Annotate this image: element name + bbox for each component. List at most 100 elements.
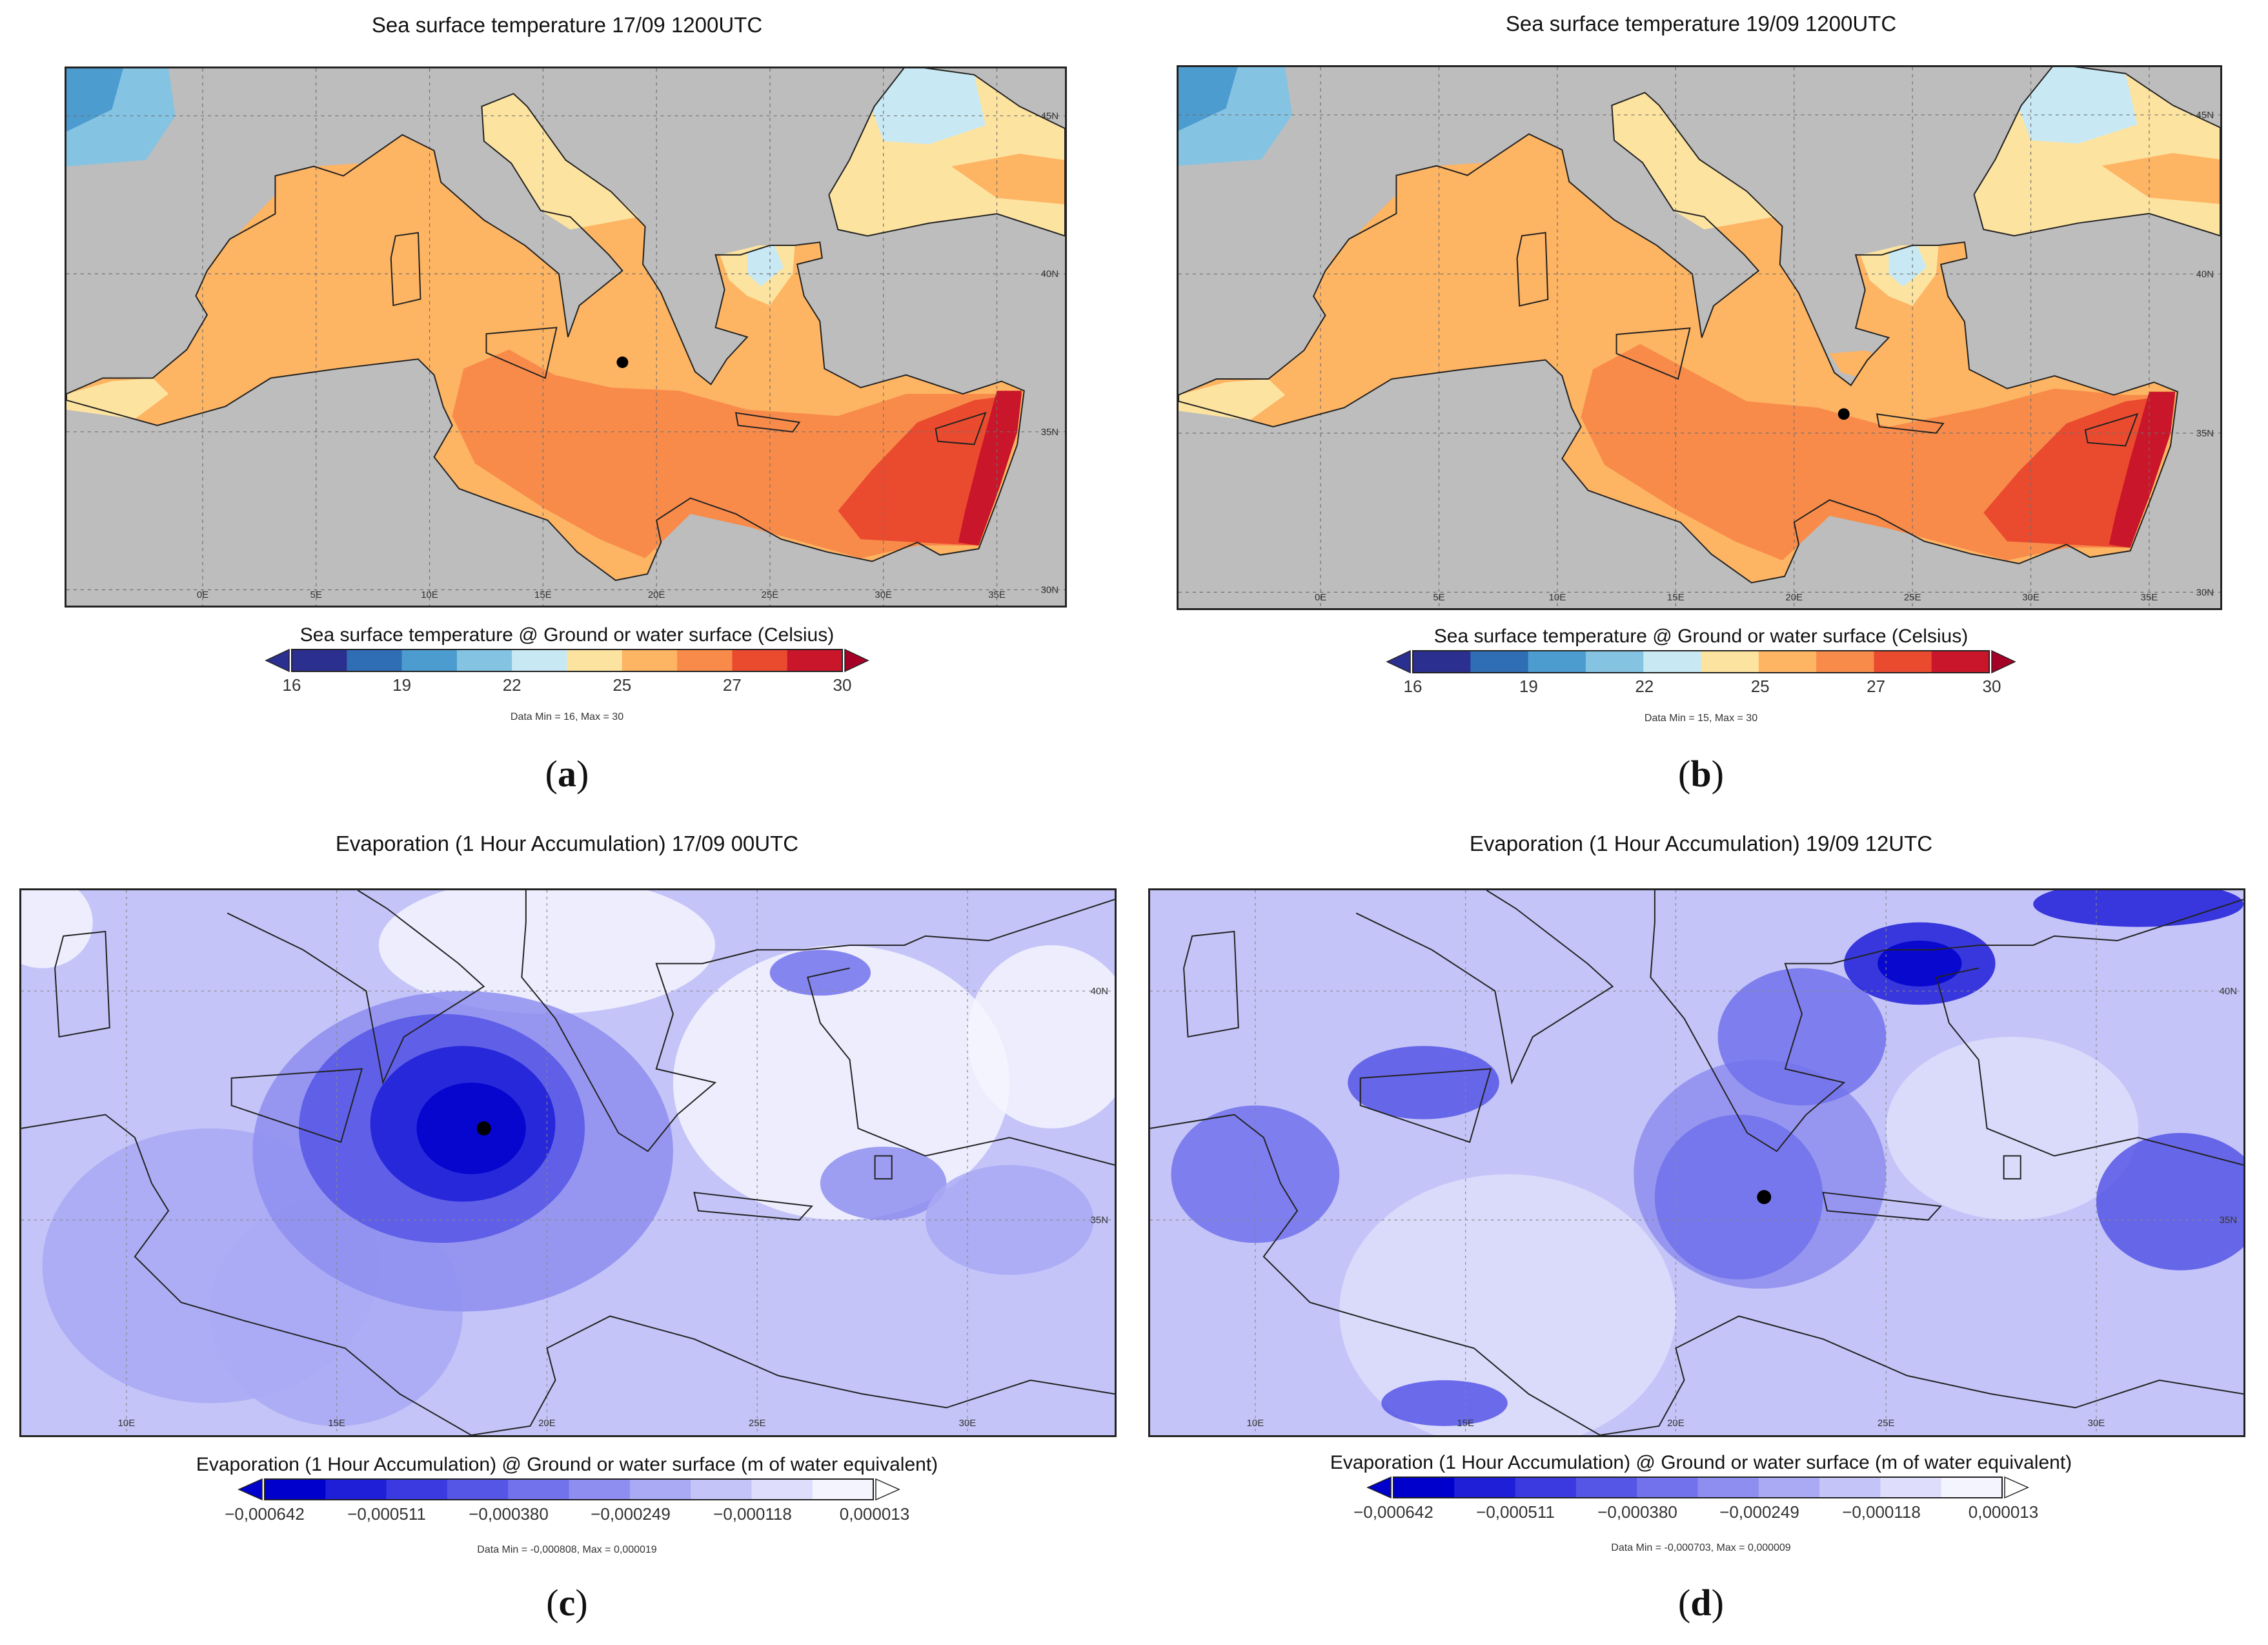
- colorbar-tick: 19: [1519, 677, 1538, 696]
- evaporation-map: 10E 15E 20E 25E 30E 40N 35N: [1148, 888, 2245, 1437]
- colorbar-tick: −0,000380: [1597, 1502, 1677, 1522]
- colorbar-tick: 0,000013: [839, 1504, 910, 1524]
- island-coast: [935, 411, 987, 445]
- sst-map-canvas: 0E 5E 10E 15E 20E 25E 30E 35E 45N 40N 35N 30N: [1179, 67, 2220, 608]
- colorbar-frame: [1412, 650, 1990, 673]
- evaporation-contour: [1348, 1046, 1499, 1119]
- coastline: [21, 1114, 1115, 1435]
- colorbar-tick: 30: [833, 675, 852, 695]
- colorbar-segment: [1874, 651, 1932, 673]
- longitude-label: 25E: [1904, 593, 1921, 603]
- panel-label: (b): [1678, 753, 1724, 795]
- island-coast: [734, 412, 801, 433]
- data-min-max: Data Min = -0,000808, Max = 0,000019: [477, 1544, 657, 1555]
- map-title: Sea surface temperature 17/09 1200UTC: [371, 13, 763, 37]
- colorbar-max-arrow: [2004, 1476, 2029, 1499]
- latitude-label: 40N: [1041, 269, 1058, 280]
- evaporation-contour: [1381, 1380, 1508, 1426]
- map-title: Sea surface temperature 19/09 1200UTC: [1505, 12, 1897, 36]
- panel-label: (c): [546, 1582, 588, 1624]
- graticule: [66, 68, 1065, 606]
- black-sea-north: [872, 68, 986, 145]
- evaporation-contour: [2096, 1132, 2243, 1271]
- colorbar-segment: [292, 649, 347, 671]
- longitude-label: 10E: [421, 590, 438, 600]
- evaporation-contour: [1339, 1174, 1676, 1435]
- longitude-label: 20E: [648, 590, 665, 600]
- colorbar-segment: [691, 1479, 752, 1500]
- colorbar-min-arrow: [1366, 1476, 1392, 1499]
- longitude-label: 35E: [988, 590, 1006, 600]
- longitude-label: 5E: [1433, 593, 1444, 603]
- colorbar-max-arrow: [875, 1478, 900, 1501]
- longitude-label: 0E: [197, 590, 208, 600]
- colorbar-segment: [677, 649, 733, 671]
- colorbar-frame: [291, 649, 843, 672]
- north-aegean-cool: [1888, 245, 1927, 287]
- colorbar-max-arrow: [844, 648, 869, 673]
- colorbar-segment: [732, 649, 788, 671]
- panel-c: Evaporation (1 Hour Accumulation) 17/09 …: [0, 822, 1134, 1645]
- colorbar-tick: −0,000511: [1476, 1502, 1555, 1522]
- island-coast: [874, 1155, 893, 1180]
- latitude-label: 45N: [1041, 111, 1058, 121]
- colorbar-title: Sea surface temperature @ Ground or wate…: [299, 624, 835, 646]
- latitude-label: 30N: [2196, 588, 2214, 598]
- colorbar-tick: 16: [282, 675, 301, 695]
- colorbar: [238, 1478, 900, 1501]
- data-min-max: Data Min = -0,000703, Max = 0,000009: [1611, 1542, 1791, 1553]
- longitude-label: 20E: [1785, 593, 1803, 603]
- longitude-label: 25E: [749, 1418, 766, 1429]
- colorbar-segment: [1701, 651, 1759, 673]
- colorbar-tick: 27: [1867, 677, 1886, 696]
- panel-b: Sea surface temperature 19/09 1200UTC 0E…: [1134, 0, 2268, 822]
- colorbar-title: Evaporation (1 Hour Accumulation) @ Grou…: [1330, 1452, 2072, 1473]
- island-coast: [230, 1068, 363, 1143]
- longitude-label: 20E: [1667, 1418, 1685, 1429]
- panel-label: (d): [1678, 1582, 1724, 1624]
- colorbar-title: Sea surface temperature @ Ground or wate…: [1433, 626, 1969, 647]
- colorbar-segment: [1819, 1477, 1881, 1498]
- longitude-label: 10E: [1549, 593, 1566, 603]
- colorbar-segment: [447, 1479, 509, 1500]
- latitude-label: 40N: [2196, 269, 2214, 280]
- colorbar-tick: −0,000249: [1719, 1502, 1799, 1522]
- cyclone-center-marker: [1838, 408, 1850, 420]
- island-coast: [1516, 232, 1549, 307]
- colorbar-segment: [1643, 651, 1702, 673]
- data-min-max: Data Min = 15, Max = 30: [1644, 713, 1758, 724]
- colorbar-segment: [1758, 651, 1817, 673]
- coastline: [1650, 890, 2243, 1152]
- colorbar-segment: [386, 1479, 448, 1500]
- graticule: [1150, 890, 2243, 1435]
- colorbar-title: Evaporation (1 Hour Accumulation) @ Grou…: [196, 1454, 938, 1475]
- longitude-label: 20E: [538, 1418, 556, 1429]
- alboran-sea: [1179, 379, 1286, 421]
- colorbar-frame: [264, 1478, 874, 1500]
- longitude-label: 0E: [1315, 593, 1326, 603]
- evaporation-contour: [1654, 1114, 1823, 1280]
- coastline: [1973, 67, 2220, 237]
- colorbar: [265, 648, 869, 673]
- ionian-cool: [1829, 350, 1901, 383]
- colorbar-tick: 30: [1982, 677, 2001, 696]
- colorbar-tick: 22: [502, 675, 521, 695]
- coastline: [227, 890, 485, 1085]
- colorbar-segment: [1454, 1477, 1516, 1498]
- colorbar-segment: [401, 649, 458, 671]
- island-coast: [1876, 413, 1945, 434]
- sst-map: 0E 5E 10E 15E 20E 25E 30E 35E 45N 40N 35N 30N: [65, 66, 1067, 608]
- coastline: [1936, 967, 2243, 1166]
- colorbar-segment: [1941, 1477, 2003, 1498]
- island-coast: [693, 1191, 813, 1221]
- colorbar-segment: [512, 649, 568, 671]
- latitude-label: 35N: [2196, 429, 2214, 439]
- colorbar-segment: [1758, 1477, 1820, 1498]
- evaporation-contour: [21, 890, 93, 968]
- colorbar: [1386, 649, 2016, 674]
- colorbar-tick: −0,000642: [1353, 1502, 1433, 1522]
- longitude-label: 30E: [875, 590, 892, 600]
- coastline: [828, 68, 1065, 237]
- island-coast: [1359, 1068, 1492, 1143]
- colorbar-min-arrow: [1386, 649, 1411, 674]
